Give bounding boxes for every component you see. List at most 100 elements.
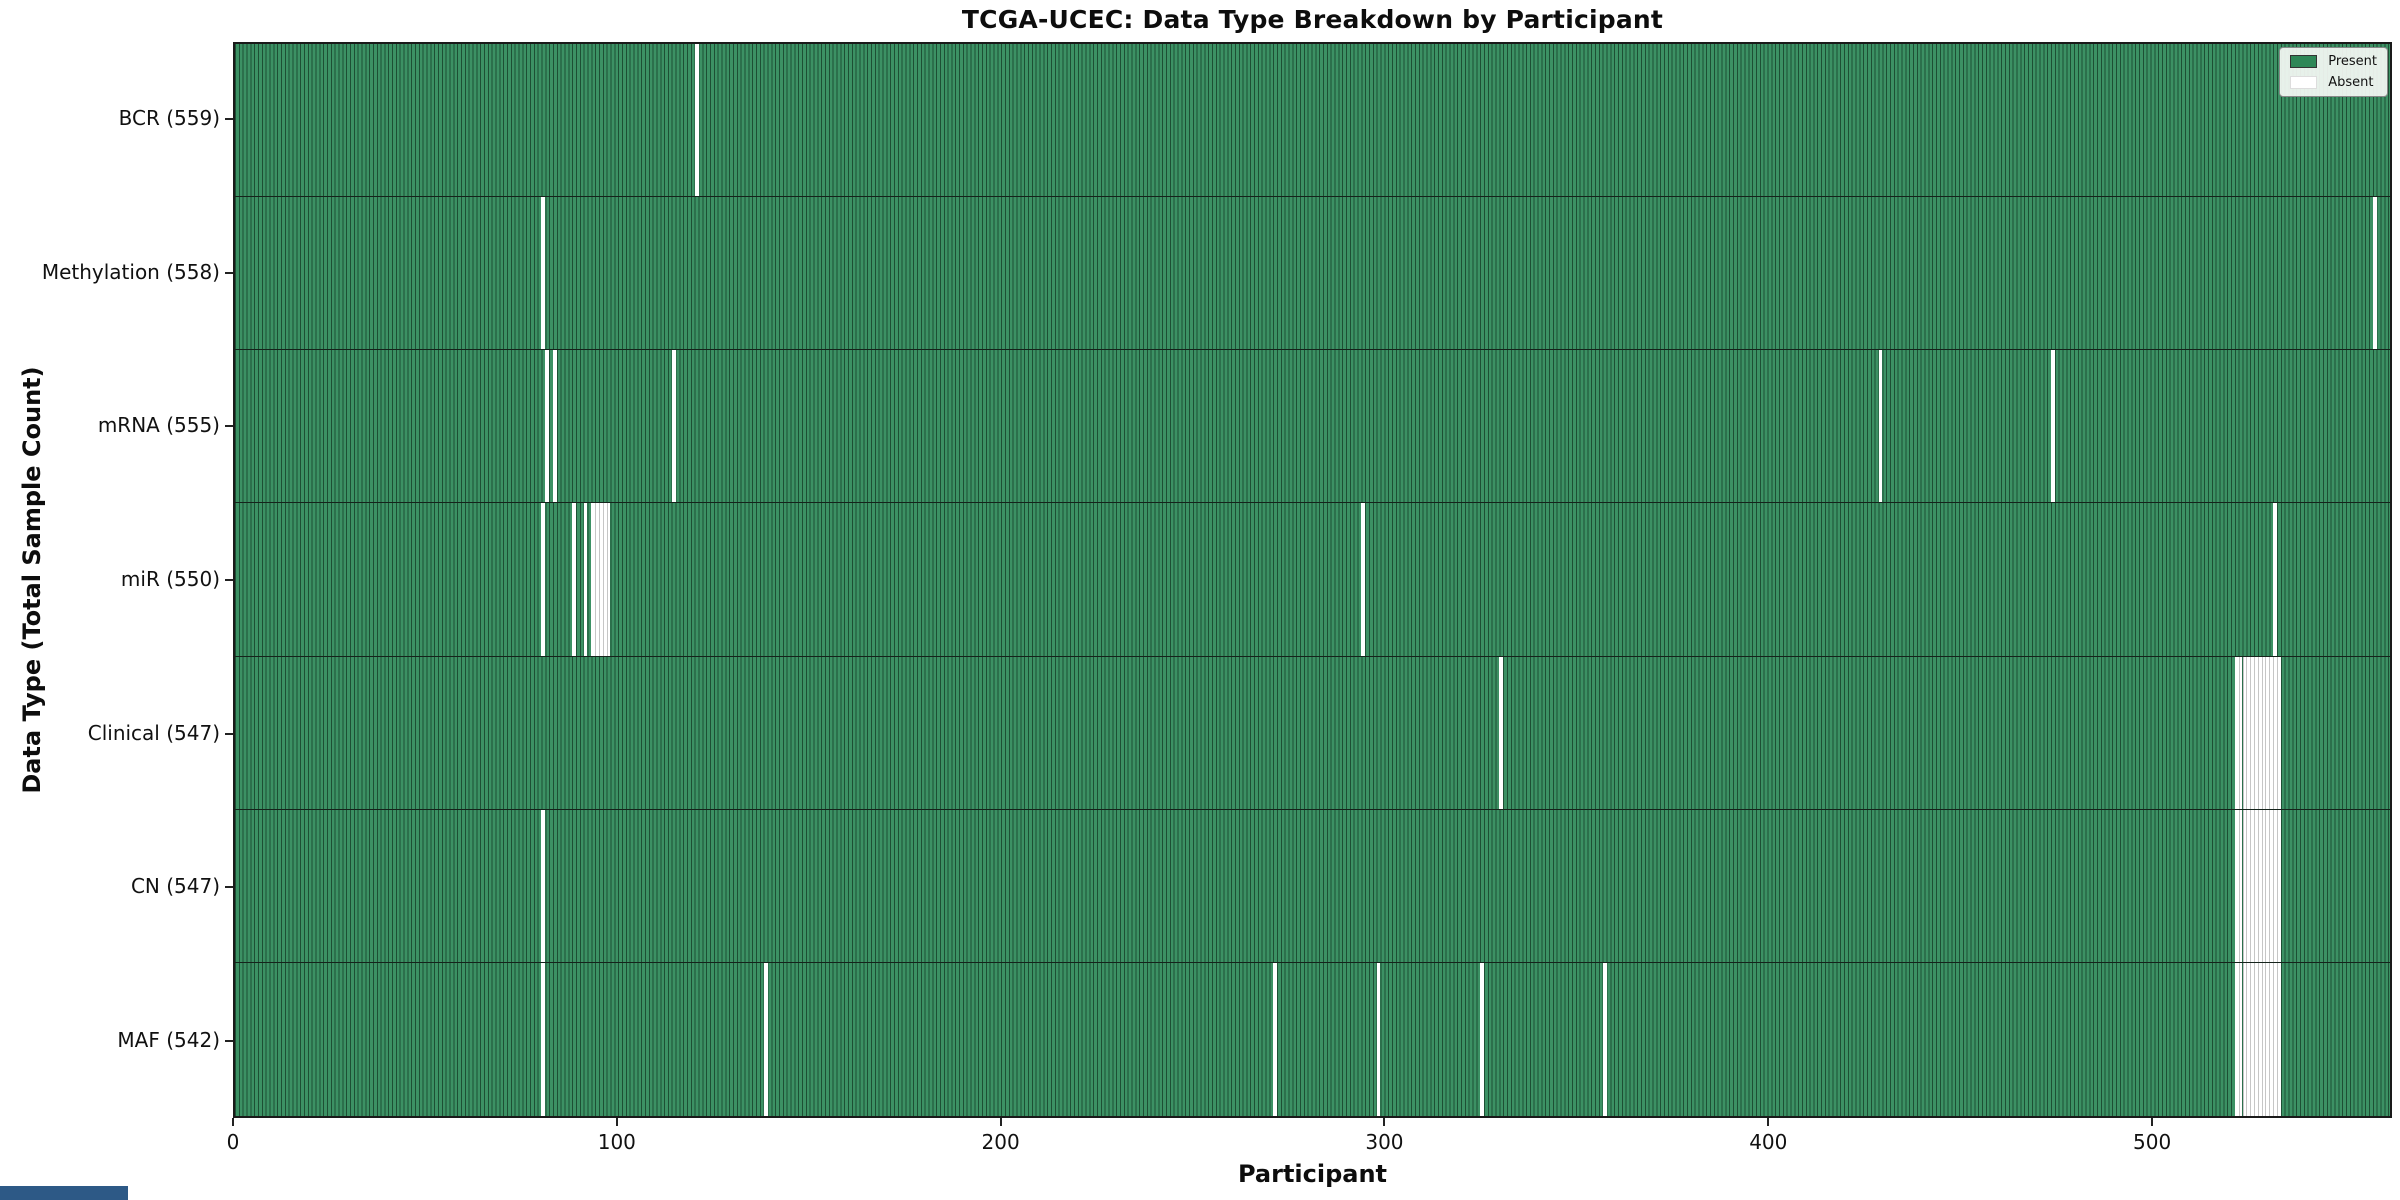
x-tick-mark bbox=[615, 1118, 618, 1126]
y-tick-mark bbox=[225, 425, 233, 428]
absent-stripe bbox=[602, 503, 607, 656]
y-tick-label-maf: MAF (542) bbox=[117, 1028, 220, 1053]
plot-area bbox=[233, 42, 2392, 1118]
absent-stripe bbox=[2269, 809, 2274, 962]
absent-stripe bbox=[763, 962, 768, 1116]
absent-stripe bbox=[1878, 350, 1883, 503]
row-maf bbox=[235, 962, 2390, 1116]
absent-stripe bbox=[2257, 809, 2262, 962]
y-tick-mark bbox=[225, 886, 233, 889]
absent-stripe bbox=[2050, 350, 2055, 503]
legend-item-absent: Absent bbox=[2290, 75, 2377, 90]
absent-stripe bbox=[545, 350, 550, 503]
x-tick-label-0: 0 bbox=[226, 1130, 240, 1154]
absent-swatch bbox=[2290, 76, 2318, 89]
legend-item-present: Present bbox=[2290, 54, 2377, 69]
absent-stripe bbox=[2257, 656, 2262, 809]
absent-stripe bbox=[2265, 962, 2270, 1116]
absent-stripe bbox=[552, 350, 557, 503]
absent-stripe bbox=[541, 962, 546, 1116]
absent-stripe bbox=[2238, 809, 2243, 962]
absent-stripe bbox=[2372, 197, 2377, 350]
x-tick-label-200: 200 bbox=[981, 1130, 1020, 1154]
absent-stripe bbox=[2242, 809, 2247, 962]
absent-stripe bbox=[2253, 809, 2258, 962]
absent-stripe bbox=[2269, 656, 2274, 809]
absent-stripe bbox=[2273, 656, 2277, 809]
x-tick-mark bbox=[2151, 1118, 2154, 1126]
absent-stripe bbox=[2246, 809, 2251, 962]
absent-stripe bbox=[583, 503, 588, 656]
x-tick-mark bbox=[232, 1118, 234, 1126]
x-tick-label-100: 100 bbox=[597, 1130, 636, 1154]
absent-stripe bbox=[2238, 656, 2243, 809]
absent-stripe bbox=[1602, 962, 1607, 1116]
absent-stripe bbox=[1361, 503, 1366, 656]
y-tick-mark bbox=[225, 579, 233, 581]
x-tick-mark bbox=[999, 1118, 1002, 1126]
absent-stripe bbox=[595, 503, 599, 656]
absent-stripe bbox=[2250, 962, 2254, 1116]
y-tick-mark bbox=[225, 1040, 233, 1043]
x-tick-label-500: 500 bbox=[2133, 1130, 2172, 1154]
absent-stripe bbox=[598, 503, 603, 656]
absent-stripe bbox=[2250, 656, 2254, 809]
absent-stripe bbox=[2253, 962, 2258, 1116]
absent-stripe bbox=[2261, 962, 2266, 1116]
absent-stripe bbox=[671, 350, 676, 503]
absent-stripe bbox=[2269, 962, 2274, 1116]
y-tick-mark bbox=[225, 117, 233, 120]
row-mrna bbox=[235, 350, 2390, 504]
absent-stripe bbox=[1499, 656, 1504, 809]
legend-absent-label: Absent bbox=[2328, 75, 2374, 90]
absent-stripe bbox=[2261, 656, 2266, 809]
x-axis-label: Participant bbox=[1237, 1160, 1388, 1188]
row-bcr bbox=[235, 44, 2390, 198]
row-methylation bbox=[235, 197, 2390, 351]
absent-stripe bbox=[2242, 656, 2247, 809]
y-tick-labels: BCR (559) Methylation (558) mRNA (555) miR … bbox=[0, 42, 220, 1118]
chart-title: TCGA-UCEC: Data Type Breakdown by Partic… bbox=[961, 5, 1664, 34]
y-tick-label-bcr: BCR (559) bbox=[118, 105, 220, 130]
absent-stripe bbox=[2276, 809, 2281, 962]
x-tick-label-400: 400 bbox=[1749, 1130, 1788, 1154]
absent-stripe bbox=[2273, 962, 2277, 1116]
y-tick-label-clinical: Clinical (547) bbox=[87, 720, 220, 745]
absent-stripe bbox=[541, 503, 546, 656]
absent-stripe bbox=[1376, 962, 1381, 1116]
absent-stripe bbox=[2257, 962, 2262, 1116]
absent-stripe bbox=[2242, 962, 2247, 1116]
row-cn bbox=[235, 809, 2390, 963]
absent-stripe bbox=[2234, 809, 2239, 962]
y-tick-label-mir: miR (550) bbox=[120, 567, 220, 591]
absent-stripe bbox=[1480, 962, 1484, 1116]
absent-stripe bbox=[2246, 656, 2251, 809]
row-mir bbox=[235, 503, 2390, 657]
absent-stripe bbox=[2265, 656, 2270, 809]
absent-stripe bbox=[2234, 656, 2239, 809]
y-tick-mark bbox=[225, 732, 233, 735]
absent-stripe bbox=[2276, 656, 2281, 809]
x-tick-mark bbox=[1383, 1118, 1386, 1126]
absent-stripe bbox=[2261, 809, 2266, 962]
x-tick-mark bbox=[1767, 1118, 1770, 1126]
absent-stripe bbox=[2246, 962, 2251, 1116]
row-clinical bbox=[235, 656, 2390, 810]
y-tick-mark bbox=[225, 271, 233, 274]
absent-stripe bbox=[572, 503, 576, 656]
absent-stripe bbox=[2276, 962, 2281, 1116]
absent-stripe bbox=[2234, 962, 2239, 1116]
present-swatch bbox=[2290, 55, 2318, 68]
absent-stripe bbox=[2273, 809, 2277, 962]
absent-stripe bbox=[606, 503, 611, 656]
absent-stripe bbox=[2265, 809, 2270, 962]
legend-present-label: Present bbox=[2328, 54, 2377, 69]
x-tick-label-300: 300 bbox=[1365, 1130, 1404, 1154]
absent-stripe bbox=[2250, 809, 2254, 962]
legend: Present Absent bbox=[2279, 47, 2388, 97]
background-window-fragment bbox=[0, 1186, 128, 1200]
absent-stripe bbox=[541, 809, 546, 962]
absent-stripe bbox=[541, 197, 546, 350]
absent-stripe bbox=[1273, 962, 1278, 1116]
